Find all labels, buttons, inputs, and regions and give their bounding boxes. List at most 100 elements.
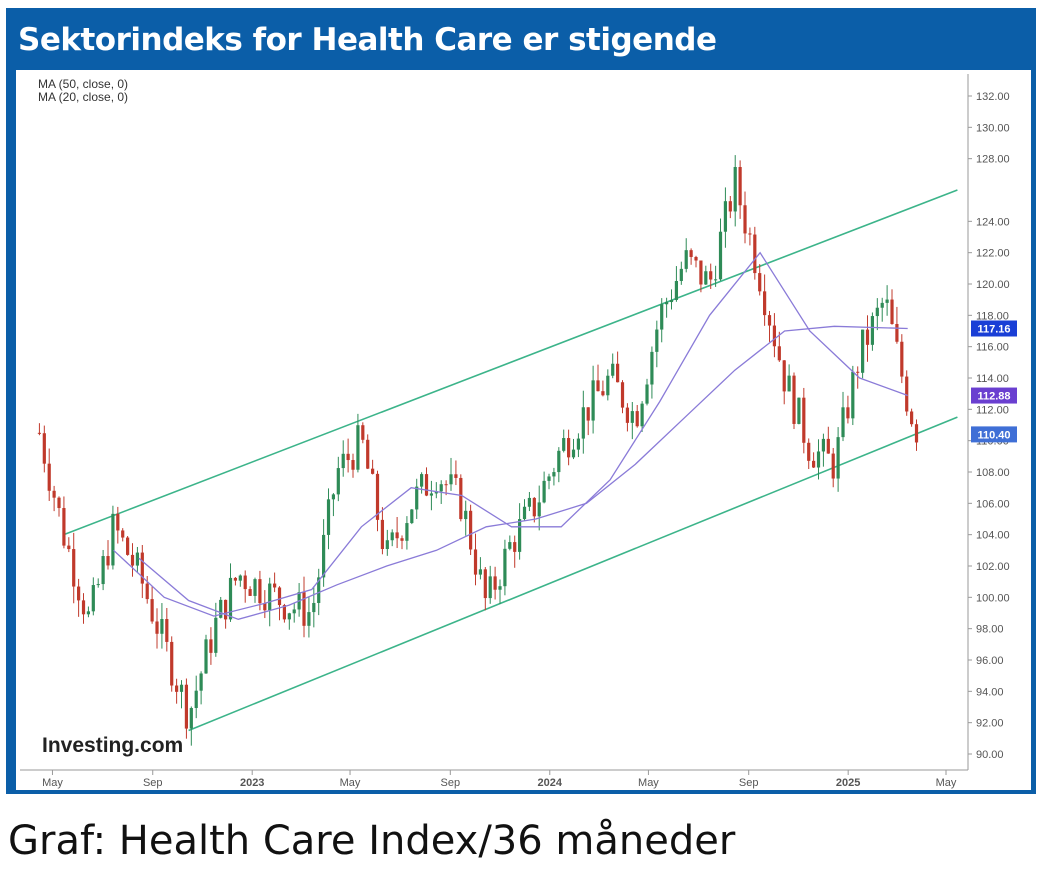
candle-body bbox=[57, 497, 61, 509]
candle-body bbox=[861, 329, 865, 373]
candle-body bbox=[67, 545, 71, 550]
candle-body bbox=[508, 542, 512, 549]
chart-title: Sektorindeks for Health Care er stigende bbox=[18, 22, 717, 58]
candle-body bbox=[72, 549, 76, 587]
x-tick-label: 2024 bbox=[538, 777, 563, 789]
candle-body bbox=[826, 438, 830, 454]
candle-body bbox=[753, 234, 757, 274]
price-badge-label: 112.88 bbox=[977, 391, 1010, 403]
candle-body bbox=[807, 442, 811, 461]
candle-body bbox=[498, 586, 502, 590]
candle-body bbox=[292, 609, 296, 614]
candle-body bbox=[606, 375, 610, 396]
candle-body bbox=[395, 532, 399, 539]
candle-body bbox=[150, 599, 154, 622]
candle-body bbox=[307, 612, 311, 626]
candle-body bbox=[591, 380, 595, 421]
candle-body bbox=[317, 577, 321, 603]
candle-body bbox=[601, 391, 605, 396]
candle-body bbox=[611, 363, 615, 376]
candle-body bbox=[870, 316, 875, 345]
candle-body bbox=[596, 380, 600, 392]
candle-body bbox=[841, 407, 845, 438]
candle-body bbox=[836, 437, 840, 479]
candle-body bbox=[473, 549, 478, 575]
candle-body bbox=[464, 510, 468, 520]
y-tick-label: 102.00 bbox=[976, 561, 1010, 573]
candle-body bbox=[728, 201, 732, 212]
candle-body bbox=[199, 673, 203, 691]
candle-body bbox=[674, 280, 679, 300]
candle-body bbox=[865, 329, 870, 345]
candle-body bbox=[532, 497, 536, 517]
candle-body bbox=[557, 450, 561, 473]
candle-body bbox=[52, 490, 56, 498]
candle-body bbox=[733, 167, 737, 212]
candle-body bbox=[415, 486, 419, 510]
y-tick-label: 132.00 bbox=[976, 91, 1010, 103]
candle-body bbox=[562, 438, 566, 451]
candle-body bbox=[914, 424, 919, 443]
candle-body bbox=[704, 271, 708, 285]
candle-body bbox=[802, 397, 806, 443]
candle-body bbox=[86, 611, 91, 615]
candle-body bbox=[91, 585, 95, 612]
candle-body bbox=[669, 299, 674, 303]
candle-body bbox=[37, 432, 42, 434]
candle-body bbox=[895, 324, 899, 342]
candle-body bbox=[268, 583, 272, 611]
candle-body bbox=[356, 425, 360, 470]
candle-body bbox=[645, 384, 649, 404]
candle-body bbox=[346, 453, 350, 461]
x-tick-label: May bbox=[340, 777, 361, 789]
candle-body bbox=[586, 407, 590, 421]
candle-body bbox=[699, 260, 703, 285]
candle-body bbox=[135, 552, 140, 566]
y-tick-label: 114.00 bbox=[976, 373, 1009, 385]
y-tick-label: 130.00 bbox=[976, 122, 1010, 134]
candle-body bbox=[429, 493, 434, 496]
channel-lower-line bbox=[188, 416, 958, 732]
price-badge bbox=[971, 426, 1017, 443]
candle-body bbox=[782, 360, 786, 392]
candle-body bbox=[184, 684, 189, 729]
candle-body bbox=[459, 477, 463, 520]
candle-body bbox=[900, 341, 904, 377]
candle-body bbox=[689, 250, 693, 257]
candle-body bbox=[767, 315, 772, 326]
candle-body bbox=[258, 579, 262, 604]
candle-body bbox=[518, 519, 522, 552]
candle-body bbox=[106, 556, 110, 566]
candle-body bbox=[655, 329, 659, 352]
x-tick-label: May bbox=[638, 777, 659, 789]
candle-body bbox=[390, 532, 394, 541]
candle-body bbox=[660, 304, 664, 330]
ma50-line bbox=[138, 325, 908, 620]
x-tick-label: 2025 bbox=[836, 777, 860, 789]
candle-body bbox=[253, 579, 257, 596]
y-tick-label: 104.00 bbox=[976, 530, 1010, 542]
candle-body bbox=[130, 554, 135, 566]
x-tick-label: Sep bbox=[143, 777, 163, 789]
candle-body bbox=[170, 641, 174, 686]
candle-body bbox=[910, 411, 914, 425]
candle-body bbox=[846, 407, 850, 419]
candle-body bbox=[812, 460, 816, 468]
candle-body bbox=[214, 617, 218, 653]
price-badge bbox=[971, 387, 1017, 404]
candle-body bbox=[880, 302, 884, 308]
channel-upper-line bbox=[63, 189, 958, 536]
candle-body bbox=[547, 476, 551, 481]
candle-body bbox=[718, 231, 723, 280]
price-badge-label: 110.40 bbox=[977, 429, 1010, 441]
candle-body bbox=[552, 472, 556, 477]
candle-body bbox=[331, 494, 336, 500]
candle-body bbox=[665, 302, 669, 305]
legend-entry: MA (50, close, 0) bbox=[38, 77, 128, 91]
candle-body bbox=[478, 569, 483, 575]
y-tick-label: 106.00 bbox=[976, 498, 1010, 510]
candle-body bbox=[763, 291, 767, 316]
figure-caption: Graf: Health Care Index/36 måneder bbox=[8, 818, 736, 864]
candle-body bbox=[748, 233, 752, 235]
candle-body bbox=[175, 685, 179, 692]
